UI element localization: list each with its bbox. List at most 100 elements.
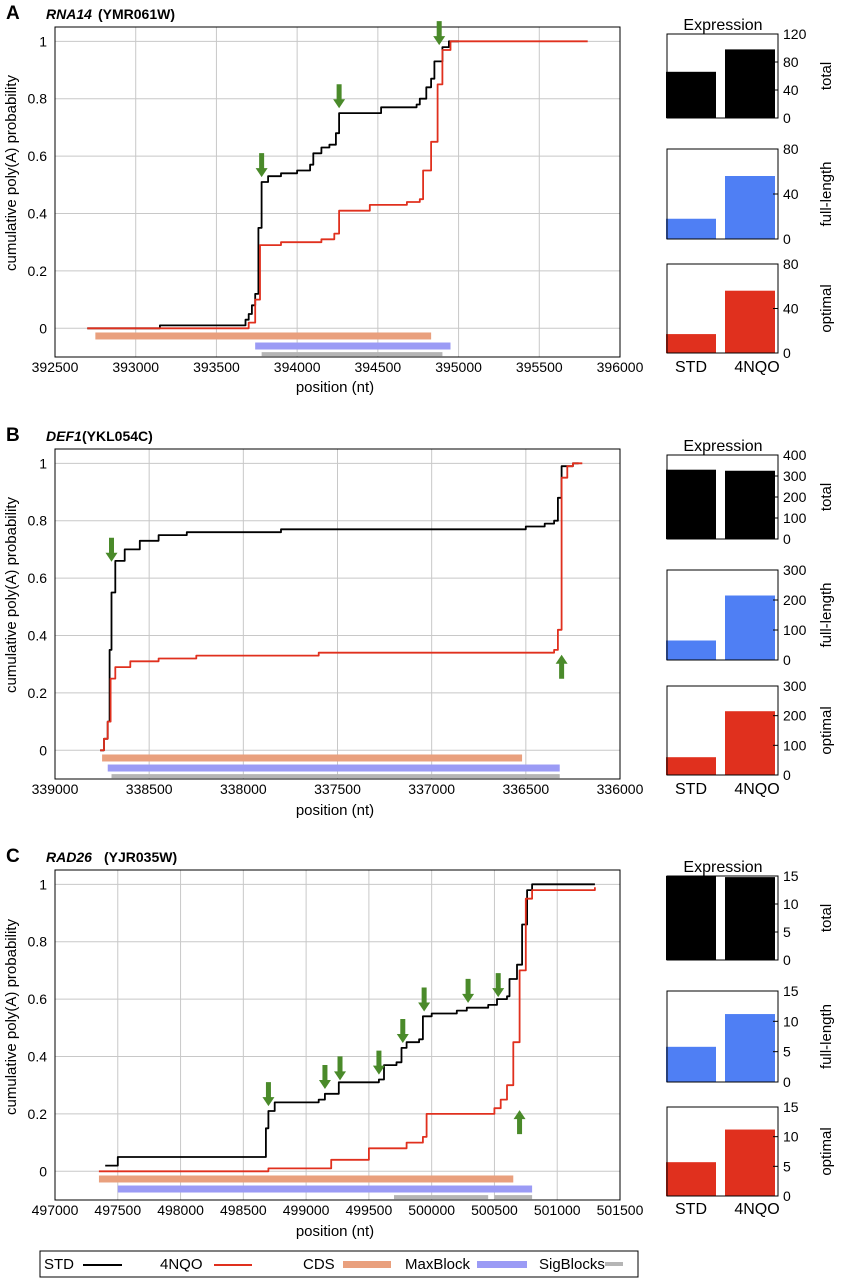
- legend-swatch-cds: [343, 1261, 391, 1268]
- bar-panel-label: full-length: [818, 1004, 835, 1069]
- bar-tick-label: 5: [783, 1158, 791, 1174]
- y-tick-label: 1: [39, 876, 47, 892]
- y-tick-label: 0.6: [28, 570, 48, 586]
- bar-tick-label: 10: [783, 1013, 799, 1029]
- bar-tick-label: 100: [783, 510, 807, 526]
- expression-bars: 0 5 10 15 total 0 5 10 15 full-length 0 5 10 15 optima…: [666, 868, 835, 1204]
- y-tick-label: 1: [39, 455, 47, 471]
- site-arrow: [333, 84, 346, 109]
- category-label: STD: [675, 781, 707, 798]
- bar-panel-label: total: [818, 483, 835, 511]
- legend-box: [39, 1250, 639, 1278]
- maxblock-region-bar: [107, 764, 560, 772]
- expression-bar-optimal: [725, 711, 775, 775]
- panel-a: A RNA14 (YMR061W) 392500 393000 393500 3940…: [3, 3, 835, 396]
- maxblock-region-bar: [117, 1185, 533, 1193]
- site-arrow: [396, 1019, 409, 1044]
- panel-b: B DEF1 (YKL054C) 339000 338500 338000 33750…: [3, 425, 835, 819]
- legend-swatch-sigblocks: [605, 1262, 623, 1266]
- category-label: 4NQO: [734, 1201, 779, 1218]
- bar-tick-label: 5: [783, 924, 791, 940]
- series-line-std: [100, 462, 579, 752]
- legend-label-sigblocks: SigBlocks: [539, 1256, 605, 1273]
- expression-bar-total: [725, 49, 775, 118]
- x-tick-label: 337000: [408, 781, 455, 797]
- legend: STD 4NQO CDS MaxBlock SigBlocks: [39, 1250, 639, 1278]
- y-tick-label: 0.6: [28, 148, 48, 164]
- x-tick-label: 501500: [597, 1202, 644, 1218]
- x-tick-label: 336500: [502, 781, 549, 797]
- bar-panel-frame: [666, 990, 779, 1083]
- gene-name: RAD26: [46, 849, 92, 865]
- bar-panel-label: full-length: [818, 161, 835, 226]
- category-label: 4NQO: [734, 781, 779, 798]
- bar-tick-label: 15: [783, 868, 799, 884]
- x-tick-label: 499500: [346, 1202, 393, 1218]
- expression-bar-full-length: [725, 595, 775, 660]
- bar-tick-label: 100: [783, 622, 807, 638]
- bar-tick-label: 200: [783, 708, 807, 724]
- cds-region-bar: [95, 332, 432, 340]
- series-line-4nqo: [87, 40, 588, 330]
- category-label: 4NQO: [734, 359, 779, 376]
- site-arrow: [433, 21, 446, 46]
- site-arrow: [105, 537, 118, 562]
- x-tick-label: 393000: [112, 359, 159, 375]
- x-tick-label: 500000: [408, 1202, 455, 1218]
- bar-panel-label: optimal: [818, 1127, 835, 1175]
- x-tick-label: 395000: [435, 359, 482, 375]
- series-line-4nqo: [100, 462, 583, 752]
- sigblock-region-bar: [261, 352, 443, 357]
- x-tick-label: 501000: [534, 1202, 581, 1218]
- x-tick-label: 497000: [32, 1202, 79, 1218]
- expression-title: Expression: [683, 438, 762, 455]
- site-arrow: [255, 153, 268, 178]
- bar-tick-label: 15: [783, 1099, 799, 1115]
- site-arrow: [318, 1064, 331, 1089]
- x-tick-label: 500500: [471, 1202, 518, 1218]
- bar-tick-label: 0: [783, 1074, 791, 1090]
- plot-frame: [54, 448, 621, 780]
- y-axis-label: cumulative poly(A) probability: [3, 919, 20, 1115]
- sigblock-region-bar: [494, 1195, 533, 1200]
- x-tick-label: 393500: [193, 359, 240, 375]
- bar-panel-frame: [666, 1106, 779, 1197]
- bar-tick-label: 80: [783, 141, 799, 157]
- y-tick-label: 0.4: [28, 206, 48, 222]
- bar-tick-label: 200: [783, 592, 807, 608]
- y-tick-label: 0.4: [28, 628, 48, 644]
- bar-panel-frame: [666, 33, 779, 119]
- y-axis-label: cumulative poly(A) probability: [3, 497, 20, 693]
- x-tick-label: 338000: [220, 781, 267, 797]
- bar-tick-label: 80: [783, 256, 799, 272]
- expression-bars: 0 40 80 120 total 0 40 80 full-length 0 40 80 optima…: [666, 26, 835, 361]
- gene-systematic: (YKL054C): [82, 428, 153, 444]
- x-tick-label: 499000: [283, 1202, 330, 1218]
- expression-bar-full-length: [666, 1046, 716, 1082]
- bar-tick-label: 5: [783, 1044, 791, 1060]
- x-tick-label: 498500: [220, 1202, 267, 1218]
- x-tick-label: 396000: [597, 359, 644, 375]
- line-plot: 497000 497500 498000 498500 499000 499500 5000…: [28, 869, 644, 1218]
- site-arrow: [555, 654, 568, 679]
- y-tick-label: 0.6: [28, 991, 48, 1007]
- expression-bar-total: [666, 469, 716, 539]
- bar-tick-label: 0: [783, 110, 791, 126]
- x-tick-label: 392500: [32, 359, 79, 375]
- x-tick-label: 338500: [126, 781, 173, 797]
- y-axis-label: cumulative poly(A) probability: [3, 75, 20, 271]
- gene-name: DEF1: [46, 428, 82, 444]
- expression-bars: 0 100 200 300 400 total 0 100 200 300 full-length 0…: [666, 447, 835, 783]
- panel-c: C RAD26 (YJR035W) 497000 497500 498000 4985…: [3, 846, 835, 1240]
- site-arrow: [513, 1110, 526, 1135]
- x-tick-label: 395500: [516, 359, 563, 375]
- legend-swatch-maxblock: [477, 1261, 527, 1268]
- cds-region-bar: [98, 1175, 514, 1183]
- expression-bar-optimal: [725, 290, 775, 353]
- series-line-4nqo: [98, 887, 596, 1173]
- expression-bar-total: [725, 877, 775, 960]
- bar-tick-label: 400: [783, 447, 807, 463]
- bar-panel-frame: [666, 875, 779, 961]
- bar-tick-label: 100: [783, 737, 807, 753]
- bar-tick-label: 300: [783, 468, 807, 484]
